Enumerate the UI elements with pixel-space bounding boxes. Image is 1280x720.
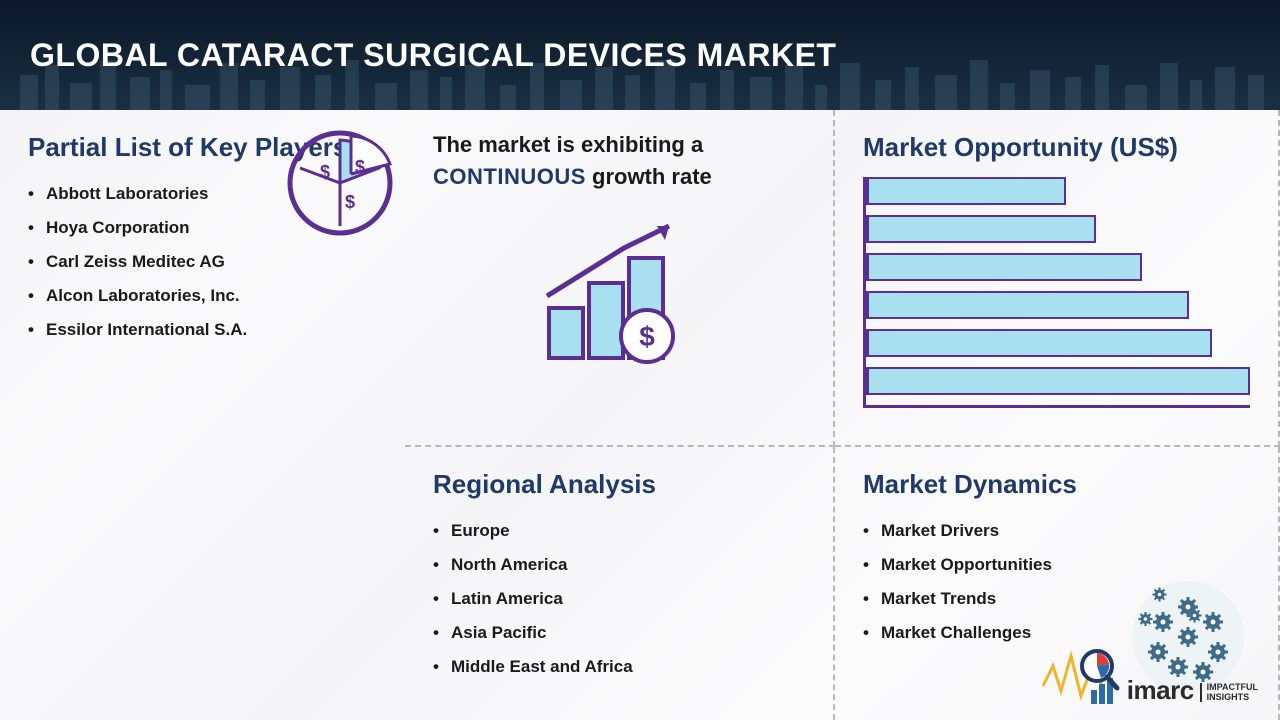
list-item: Asia Pacific [433, 616, 805, 650]
opportunity-bar [866, 291, 1250, 319]
opportunity-panel: Market Opportunity (US$) [835, 110, 1280, 447]
watermark-spark-icon [1041, 646, 1121, 706]
list-item: Market Drivers [863, 514, 1250, 548]
list-item: Latin America [433, 582, 805, 616]
list-item: Middle East and Africa [433, 650, 805, 684]
svg-text:$: $ [355, 157, 365, 177]
pie-dollar-icon: $ $ $ [285, 128, 395, 243]
opportunity-bar-chart [863, 177, 1250, 408]
opportunity-bar [866, 329, 1250, 357]
svg-text:$: $ [639, 321, 655, 352]
watermark-tagline-l2: INSIGHTS [1207, 693, 1258, 702]
dynamics-title: Market Dynamics [863, 469, 1250, 500]
header-banner: GLOBAL CATARACT SURGICAL DEVICES MARKET [0, 0, 1280, 110]
list-item: Essilor International S.A. [28, 313, 377, 347]
svg-text:$: $ [345, 192, 355, 212]
list-item: Europe [433, 514, 805, 548]
regional-list: EuropeNorth AmericaLatin AmericaAsia Pac… [433, 514, 805, 684]
key-players-panel: Partial List of Key Players Abbott Labor… [0, 110, 405, 720]
growth-highlight: CONTINUOUS [433, 164, 586, 189]
list-item: Carl Zeiss Meditec AG [28, 245, 377, 279]
growth-chart-icon: $ [433, 218, 805, 368]
growth-text-line1: The market is exhibiting a [433, 132, 805, 158]
brand-watermark: imarc IMPACTFUL INSIGHTS [1041, 646, 1258, 706]
growth-panel: The market is exhibiting a CONTINUOUS gr… [405, 110, 835, 447]
page-title: GLOBAL CATARACT SURGICAL DEVICES MARKET [30, 37, 836, 74]
watermark-brand: imarc [1127, 675, 1194, 706]
content-grid: The market is exhibiting a CONTINUOUS gr… [0, 110, 1280, 720]
opportunity-bar [866, 177, 1250, 205]
watermark-tagline: IMPACTFUL INSIGHTS [1200, 683, 1258, 702]
growth-suffix: growth rate [586, 164, 712, 189]
regional-title: Regional Analysis [433, 469, 805, 500]
opportunity-bar [866, 367, 1250, 395]
list-item: Alcon Laboratories, Inc. [28, 279, 377, 313]
opportunity-bar [866, 215, 1250, 243]
svg-text:$: $ [320, 162, 330, 182]
opportunity-bar [866, 253, 1250, 281]
regional-panel: Regional Analysis EuropeNorth AmericaLat… [405, 447, 835, 720]
growth-text-line2: CONTINUOUS growth rate [433, 164, 805, 190]
opportunity-title: Market Opportunity (US$) [863, 132, 1250, 163]
list-item: North America [433, 548, 805, 582]
